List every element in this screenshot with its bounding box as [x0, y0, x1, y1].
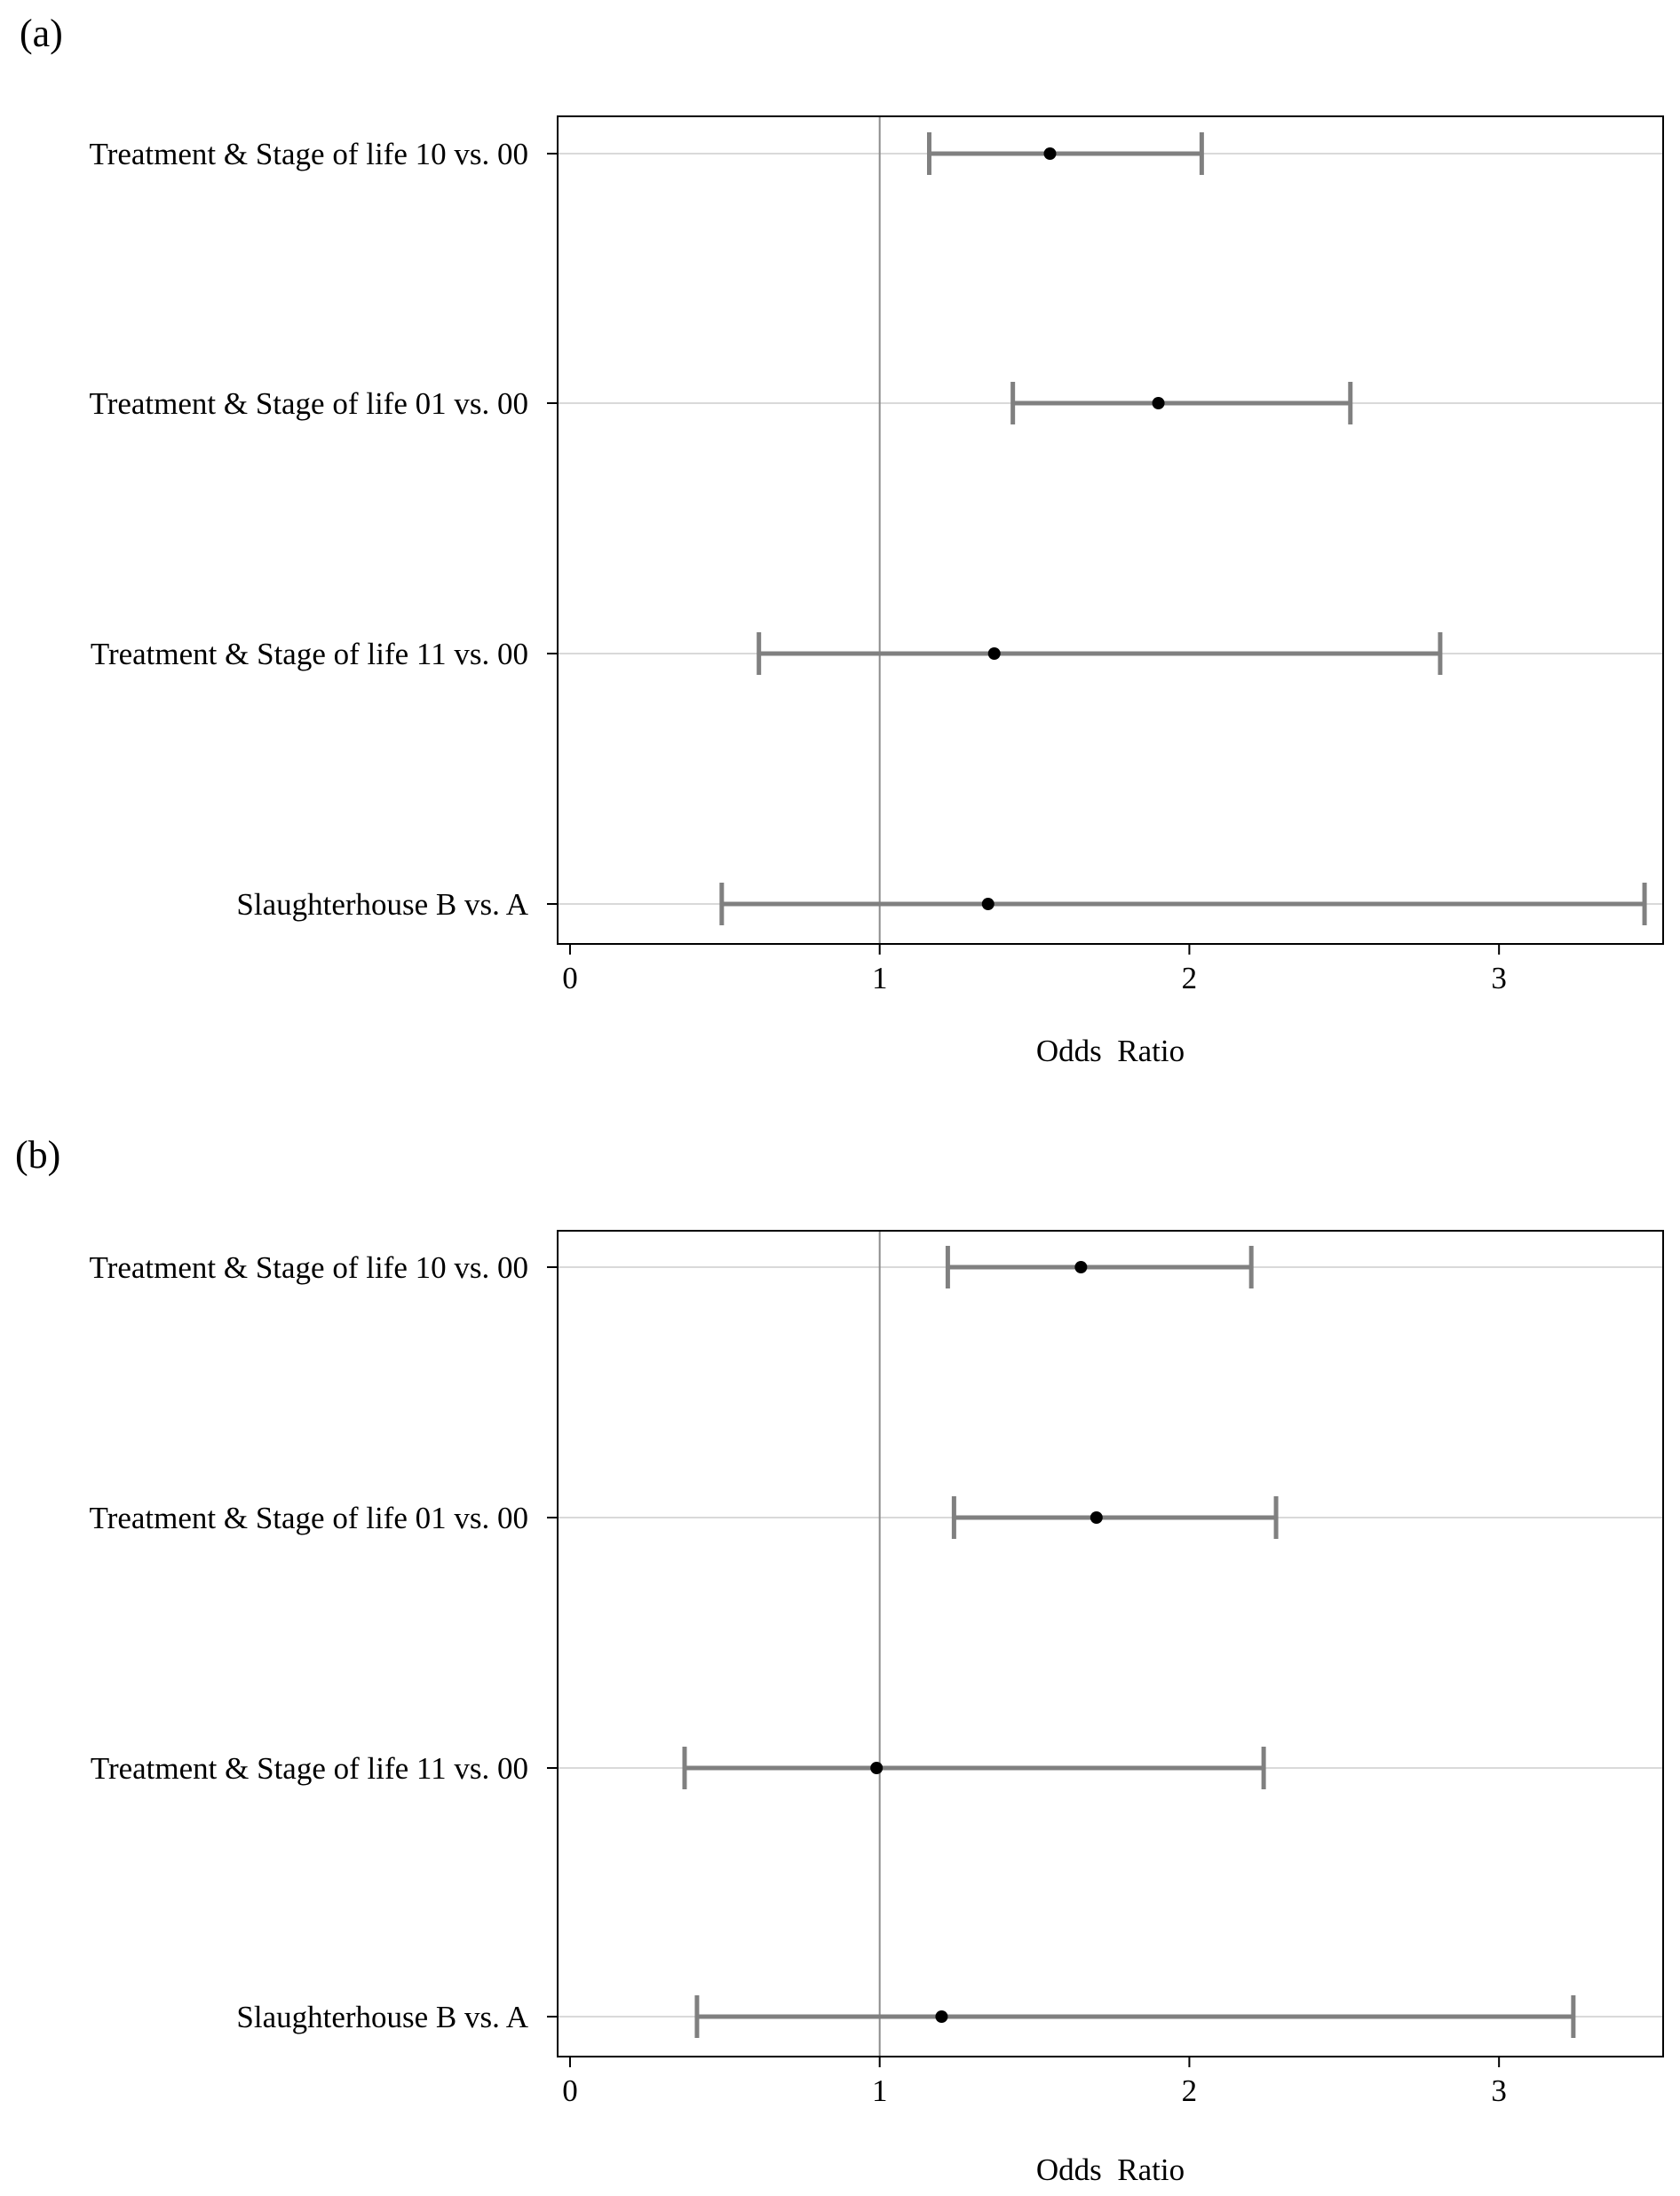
estimate-point-2 [1090, 1511, 1103, 1524]
forest-plot-panel-b: (b) Treatment & Stage of life 10 vs. 00 Tr… [15, 1133, 1664, 2187]
x-tick-label: 3 [1491, 2073, 1507, 2108]
x-axis-title: Odds Ratio [1036, 1034, 1185, 1068]
estimate-point-2 [1152, 397, 1165, 409]
x-tick-label: 0 [562, 961, 578, 995]
category-label: Treatment & Stage of life 11 vs. 00 [91, 637, 528, 671]
x-tick-label: 2 [1182, 961, 1198, 995]
category-label: Treatment & Stage of life 01 vs. 00 [90, 386, 528, 421]
x-tick-label: 3 [1491, 961, 1507, 995]
estimate-point-3 [870, 1762, 884, 1774]
category-label: Treatment & Stage of life 01 vs. 00 [90, 1501, 528, 1535]
category-label: Slaughterhouse B vs. A [236, 2000, 528, 2034]
estimate-point-1 [1074, 1261, 1088, 1273]
estimate-point-1 [1043, 147, 1057, 160]
estimate-point-4 [935, 2010, 948, 2023]
plot-frame [557, 1230, 1664, 2057]
x-axis-title: Odds Ratio [1036, 2152, 1185, 2187]
x-tick-label: 2 [1182, 2073, 1198, 2108]
plot-frame [557, 115, 1664, 945]
panel-label: (b) [15, 1133, 60, 1177]
x-tick-label: 1 [872, 2073, 888, 2108]
forest-plot-panel-a: (a) Treatment & Stage of life 10 vs. 00 Tr… [20, 12, 1664, 1068]
x-tick-label: 0 [562, 2073, 578, 2108]
category-label: Treatment & Stage of life 11 vs. 00 [91, 1751, 528, 1786]
category-label: Treatment & Stage of life 10 vs. 00 [90, 137, 528, 171]
category-label: Slaughterhouse B vs. A [236, 887, 528, 922]
x-tick-label: 1 [872, 961, 888, 995]
panel-label: (a) [20, 12, 63, 55]
estimate-point-4 [981, 898, 995, 910]
estimate-point-3 [987, 647, 1001, 660]
category-label: Treatment & Stage of life 10 vs. 00 [90, 1250, 528, 1285]
